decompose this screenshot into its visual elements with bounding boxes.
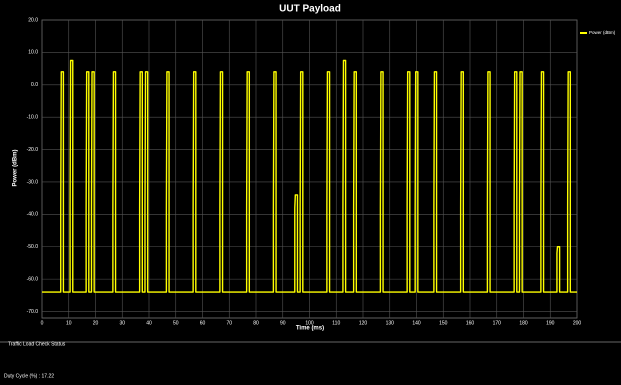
y-tick-label: 0.0 bbox=[31, 82, 38, 88]
y-tick-label: -40.0 bbox=[27, 212, 39, 218]
x-tick-label: 50 bbox=[173, 320, 179, 326]
y-tick-label: 10.0 bbox=[28, 50, 38, 56]
x-tick-label: 180 bbox=[519, 320, 528, 326]
x-tick-label: 120 bbox=[359, 320, 368, 326]
x-tick-label: 90 bbox=[280, 320, 286, 326]
x-tick-label: 10 bbox=[66, 320, 72, 326]
y-tick-label: -60.0 bbox=[27, 276, 39, 282]
y-tick-label: -20.0 bbox=[27, 147, 39, 153]
x-tick-label: 200 bbox=[573, 320, 582, 326]
x-tick-label: 70 bbox=[226, 320, 232, 326]
x-tick-label: 130 bbox=[386, 320, 395, 326]
x-tick-label: 40 bbox=[146, 320, 152, 326]
x-tick-label: 100 bbox=[305, 320, 314, 326]
y-axis-label: Power (dBm) bbox=[13, 149, 19, 186]
y-tick-label: -50.0 bbox=[27, 244, 39, 250]
x-tick-label: 140 bbox=[412, 320, 421, 326]
x-tick-label: 110 bbox=[332, 320, 340, 326]
x-tick-label: 150 bbox=[439, 320, 448, 326]
x-tick-label: 80 bbox=[253, 320, 259, 326]
y-tick-label: -30.0 bbox=[27, 179, 39, 185]
data-line bbox=[42, 59, 577, 293]
y-tick-label: -70.0 bbox=[27, 309, 39, 315]
y-tick-label: 20.0 bbox=[28, 17, 38, 23]
x-tick-label: 160 bbox=[466, 320, 475, 326]
status-panel-title: Traffic Load Check Status bbox=[8, 341, 66, 347]
duty-cycle: Duty Cycle (%) : 17.22 bbox=[4, 373, 54, 379]
x-axis-label: Time (ms) bbox=[296, 326, 324, 332]
x-tick-label: 30 bbox=[119, 320, 125, 326]
y-tick-label: -10.0 bbox=[27, 115, 39, 121]
x-tick-label: 190 bbox=[546, 320, 555, 326]
x-tick-label: 170 bbox=[493, 320, 502, 326]
legend-label: Power (dBm) bbox=[589, 30, 616, 35]
chart-title: UUT Payload bbox=[279, 4, 341, 15]
x-tick-label: 0 bbox=[41, 320, 44, 326]
x-tick-label: 20 bbox=[93, 320, 99, 326]
x-tick-label: 60 bbox=[200, 320, 206, 326]
